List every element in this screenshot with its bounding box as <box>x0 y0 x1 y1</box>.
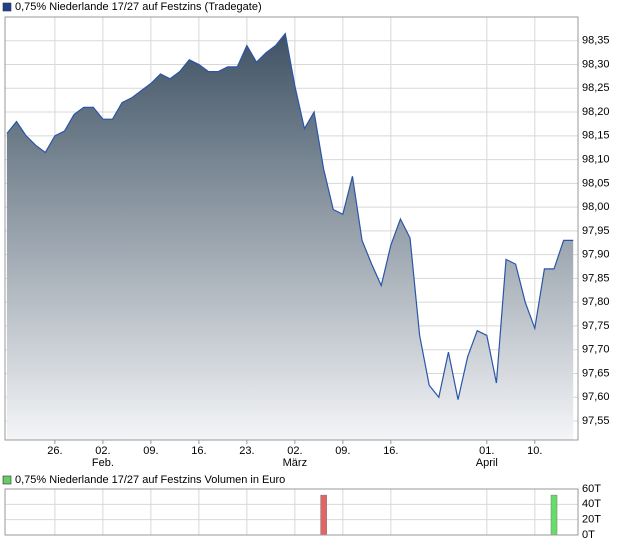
x-tick-label: 01. <box>479 445 494 457</box>
y-tick-label: 97,90 <box>582 249 610 261</box>
x-tick-label: 16. <box>383 445 398 457</box>
y-tick-label: 97,80 <box>582 296 610 308</box>
y-tick-label: 97,95 <box>582 225 610 237</box>
y-tick-label: 97,70 <box>582 344 610 356</box>
x-tick-label: 10. <box>527 445 542 457</box>
volume-bar <box>550 494 558 536</box>
y-tick-label: 20T <box>582 514 601 526</box>
y-tick-label: 60T <box>582 483 601 495</box>
line <box>6 32 574 400</box>
x-tick-label: 09. <box>143 445 158 457</box>
x-tick-label: 02. <box>287 445 302 457</box>
plot-frame <box>4 488 579 536</box>
y-tick-label: 97,60 <box>582 391 610 403</box>
plot-background <box>5 489 578 535</box>
y-tick-label: 0T <box>582 529 595 541</box>
x-tick-sublabel: April <box>476 457 498 469</box>
y-tick-label: 98,35 <box>582 35 610 47</box>
y-tick-label: 98,25 <box>582 82 610 94</box>
legend-swatch <box>2 475 12 485</box>
volume-bar <box>320 494 327 536</box>
area <box>6 33 574 441</box>
legend-label: 0,75% Niederlande 17/27 auf Festzins Vol… <box>15 474 285 486</box>
y-tick-label: 98,00 <box>582 201 610 213</box>
y-tick-label: 98,05 <box>582 177 610 189</box>
y-tick-label: 98,15 <box>582 130 610 142</box>
x-tick-sublabel: Feb. <box>92 457 114 469</box>
y-tick-label: 97,55 <box>582 415 610 427</box>
y-tick-label: 97,75 <box>582 320 610 332</box>
x-tick-label: 02. <box>95 445 110 457</box>
y-tick-label: 97,65 <box>582 367 610 379</box>
x-tick-label: 16. <box>191 445 206 457</box>
y-tick-label: 98,10 <box>582 153 610 165</box>
legend-label: 0,75% Niederlande 17/27 auf Festzins (Tr… <box>15 1 262 13</box>
x-tick-label: 09. <box>335 445 350 457</box>
y-tick-label: 98,20 <box>582 106 610 118</box>
y-tick-label: 98,30 <box>582 58 610 70</box>
legend-swatch <box>2 2 12 12</box>
x-tick-label: 26. <box>47 445 62 457</box>
y-tick-label: 40T <box>582 498 601 510</box>
y-tick-label: 97,85 <box>582 272 610 284</box>
x-tick-sublabel: März <box>283 457 307 469</box>
x-tick-label: 23. <box>239 445 254 457</box>
plot-frame <box>4 16 579 441</box>
